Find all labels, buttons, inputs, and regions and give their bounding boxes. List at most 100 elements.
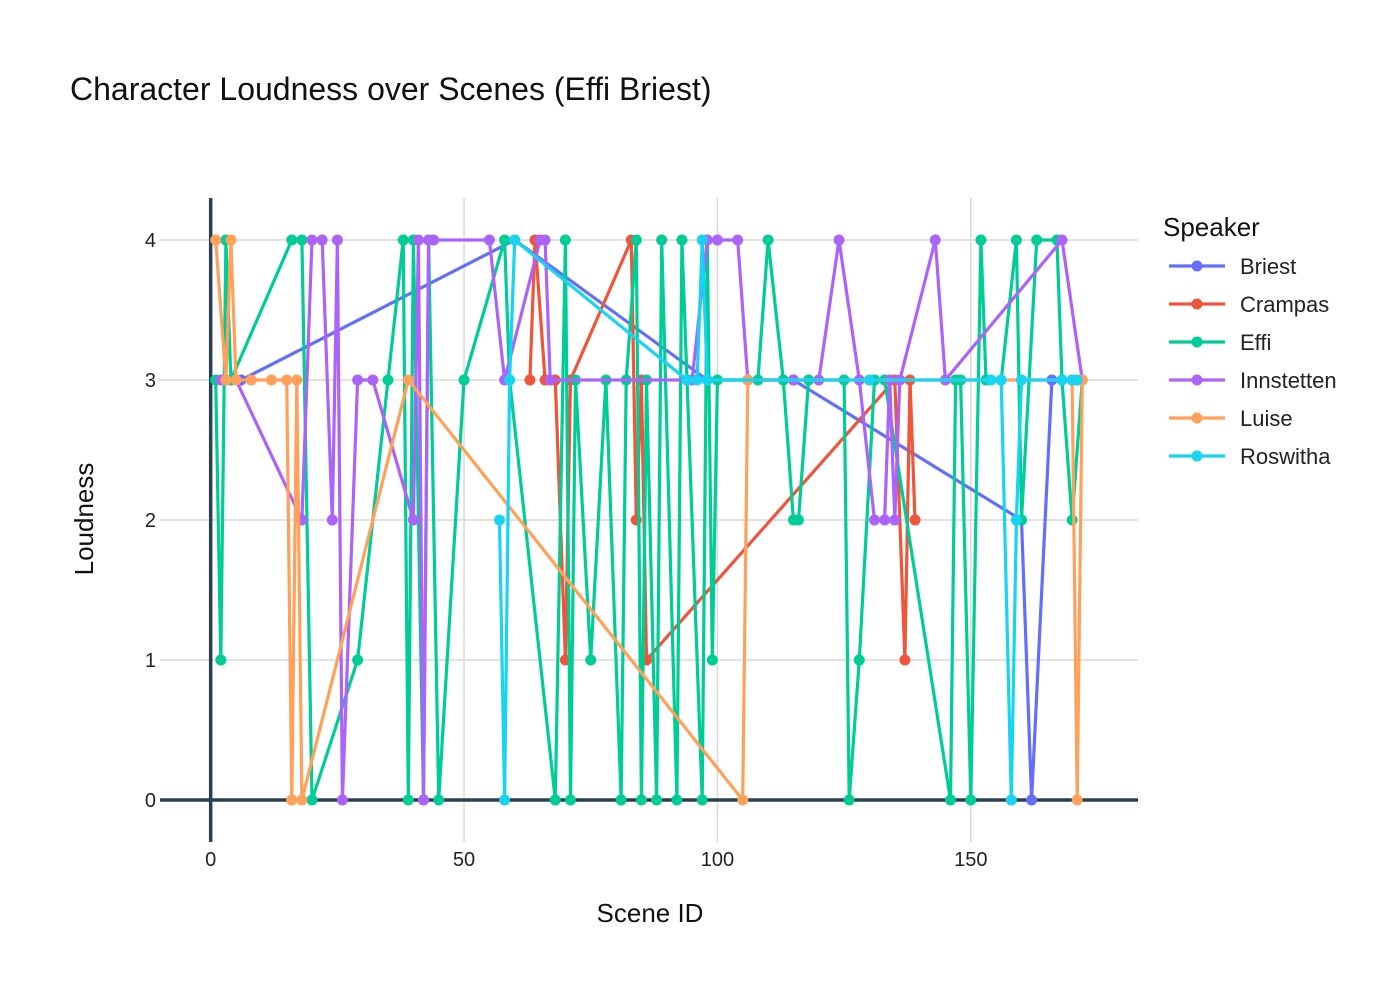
data-point-luise [737, 794, 749, 806]
legend-label-effi: Effi [1240, 330, 1271, 355]
x-axis-title: Scene ID [597, 898, 704, 928]
data-point-roswitha [509, 234, 521, 246]
data-point-effi [671, 794, 683, 806]
data-point-effi [1010, 234, 1022, 246]
legend-label-crampas: Crampas [1240, 292, 1329, 317]
data-point-effi [853, 654, 865, 666]
y-axis-title: Loudness [69, 463, 99, 576]
data-point-effi [564, 794, 576, 806]
data-point-innstetten [306, 234, 318, 246]
data-point-innstetten [929, 234, 941, 246]
data-point-luise [210, 234, 222, 246]
legend-label-innstetten: Innstetten [1240, 368, 1337, 393]
chart-title: Character Loudness over Scenes (Effi Bri… [70, 71, 711, 107]
axis-ticks: 0 50 100 150 0 1 2 3 4 [145, 230, 988, 871]
data-point-effi [559, 234, 571, 246]
data-point-innstetten [407, 514, 419, 526]
data-point-effi [352, 654, 364, 666]
legend-label-luise: Luise [1240, 406, 1293, 431]
data-point-innstetten [544, 374, 556, 386]
data-point-innstetten [868, 514, 880, 526]
legend-marker-briest [1191, 260, 1203, 272]
data-point-innstetten [539, 234, 551, 246]
data-point-innstetten [412, 234, 424, 246]
data-point-effi [676, 234, 688, 246]
legend-item-briest[interactable]: Briest [1169, 254, 1296, 279]
data-point-effi [615, 794, 627, 806]
data-point-roswitha [1015, 374, 1027, 386]
data-point-effi [635, 794, 647, 806]
data-point-effi [585, 654, 597, 666]
data-point-innstetten [889, 514, 901, 526]
data-point-crampas [899, 654, 911, 666]
data-point-roswitha [499, 794, 511, 806]
legend-item-effi[interactable]: Effi [1169, 330, 1271, 355]
data-point-innstetten [428, 234, 440, 246]
data-point-innstetten [483, 234, 495, 246]
data-point-innstetten [367, 374, 379, 386]
data-point-innstetten [352, 374, 364, 386]
data-point-roswitha [696, 234, 708, 246]
data-point-roswitha [995, 374, 1007, 386]
data-point-roswitha [985, 374, 997, 386]
legend-label-roswitha: Roswitha [1240, 444, 1331, 469]
data-point-effi [706, 654, 718, 666]
data-point-crampas [524, 374, 536, 386]
data-point-effi [382, 374, 394, 386]
data-point-effi [402, 794, 414, 806]
legend-item-roswitha[interactable]: Roswitha [1169, 444, 1331, 469]
legend-item-innstetten[interactable]: Innstetten [1169, 368, 1337, 393]
legend-item-luise[interactable]: Luise [1169, 406, 1293, 431]
data-point-effi [549, 794, 561, 806]
data-point-effi [306, 794, 318, 806]
data-point-effi [843, 794, 855, 806]
y-tick-label: 4 [145, 230, 156, 252]
y-tick-label: 1 [145, 650, 156, 672]
data-point-effi [696, 794, 708, 806]
data-point-roswitha [691, 374, 703, 386]
x-tick-label: 150 [954, 849, 987, 871]
data-point-luise [402, 374, 414, 386]
data-point-effi [1031, 234, 1043, 246]
legend-marker-roswitha [1191, 450, 1203, 462]
data-point-effi [499, 234, 511, 246]
data-point-effi [433, 794, 445, 806]
x-tick-label: 100 [701, 849, 734, 871]
data-point-innstetten [833, 234, 845, 246]
data-point-effi [215, 654, 227, 666]
data-point-roswitha [504, 374, 516, 386]
data-point-innstetten [336, 794, 348, 806]
y-tick-label: 0 [145, 790, 156, 812]
data-point-roswitha [1010, 514, 1022, 526]
data-point-luise [220, 374, 232, 386]
data-point-luise [1071, 794, 1083, 806]
data-point-effi [397, 234, 409, 246]
data-point-effi [651, 794, 663, 806]
data-point-luise [291, 374, 303, 386]
data-point-effi [965, 794, 977, 806]
data-point-luise [245, 374, 257, 386]
data-point-luise [265, 374, 277, 386]
data-point-effi [975, 234, 987, 246]
legend: Speaker Briest Crampas Effi Innstetten Luise… [1163, 212, 1337, 469]
data-point-luise [225, 234, 237, 246]
data-point-roswitha [681, 374, 693, 386]
data-point-effi [945, 794, 957, 806]
legend-marker-crampas [1191, 298, 1203, 310]
legend-item-crampas[interactable]: Crampas [1169, 292, 1329, 317]
data-point-roswitha [1005, 794, 1017, 806]
data-point-effi [792, 514, 804, 526]
data-point-innstetten [879, 514, 891, 526]
data-point-effi [656, 234, 668, 246]
data-point-roswitha [1071, 374, 1083, 386]
y-tick-label: 3 [145, 370, 156, 392]
x-tick-label: 50 [453, 849, 475, 871]
data-point-roswitha [494, 514, 506, 526]
data-point-innstetten [732, 234, 744, 246]
data-point-innstetten [326, 514, 338, 526]
data-point-effi [762, 234, 774, 246]
data-point-roswitha [1056, 374, 1068, 386]
legend-marker-innstetten [1191, 374, 1203, 386]
data-point-effi [286, 234, 298, 246]
y-tick-label: 2 [145, 510, 156, 532]
